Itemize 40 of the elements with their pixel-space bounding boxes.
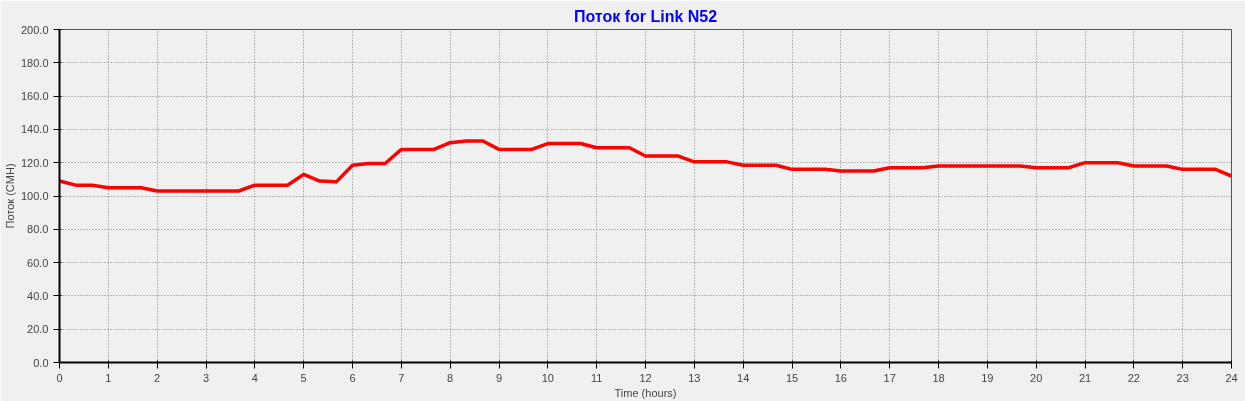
x-tick-label: 17 — [883, 371, 896, 384]
x-tick-label: 2 — [154, 371, 161, 384]
x-tick-label: 3 — [202, 371, 210, 384]
x-tick-label: 5 — [300, 371, 307, 384]
y-tick-label: 100.0 — [20, 190, 49, 202]
x-tick-label: 1 — [105, 371, 112, 384]
x-tick-label: 21 — [1078, 371, 1092, 384]
x-tick-label: 19 — [981, 371, 994, 384]
chart-title: Поток for Link N52 — [573, 7, 718, 25]
line-series — [59, 139, 1232, 193]
y-tick-label: 60.0 — [27, 256, 49, 269]
x-tick-label: 20 — [1030, 371, 1043, 384]
y-axis-title: Поток (CMH) — [3, 163, 16, 229]
x-tick-label: 4 — [251, 371, 258, 384]
y-tick-label: 80.0 — [27, 223, 49, 236]
x-tick-label: 11 — [590, 371, 603, 384]
x-tick-label: 0 — [56, 371, 63, 384]
y-tick-label: 140.0 — [20, 123, 49, 136]
y-tick-label: 180.0 — [20, 56, 49, 69]
x-tick-label: 22 — [1127, 371, 1140, 384]
x-tick-label: 8 — [447, 371, 454, 384]
y-tick-label: 20.0 — [27, 323, 49, 336]
y-tick-label: 160.0 — [20, 90, 49, 103]
x-tick-label: 18 — [932, 371, 945, 384]
x-tick-label: 10 — [541, 371, 554, 384]
x-tick-label: 24 — [1225, 371, 1238, 384]
y-tick-label: 40.0 — [27, 289, 49, 302]
x-tick-label: 12 — [639, 371, 652, 384]
x-tick-label: 15 — [785, 371, 799, 384]
x-tick-label: 9 — [495, 371, 503, 384]
y-tick-label: 120.0 — [20, 156, 49, 169]
x-axis-title: Time (hours) — [614, 386, 677, 399]
y-tick-label: 0.0 — [33, 356, 49, 369]
x-tick-label: 23 — [1176, 371, 1189, 384]
x-tick-label: 6 — [349, 371, 356, 384]
x-tick-label: 13 — [688, 371, 701, 384]
y-tick-label: 200.0 — [20, 23, 49, 36]
x-tick-label: 16 — [834, 371, 847, 384]
x-tick-label: 7 — [398, 371, 405, 384]
x-tick-label: 14 — [737, 371, 750, 384]
